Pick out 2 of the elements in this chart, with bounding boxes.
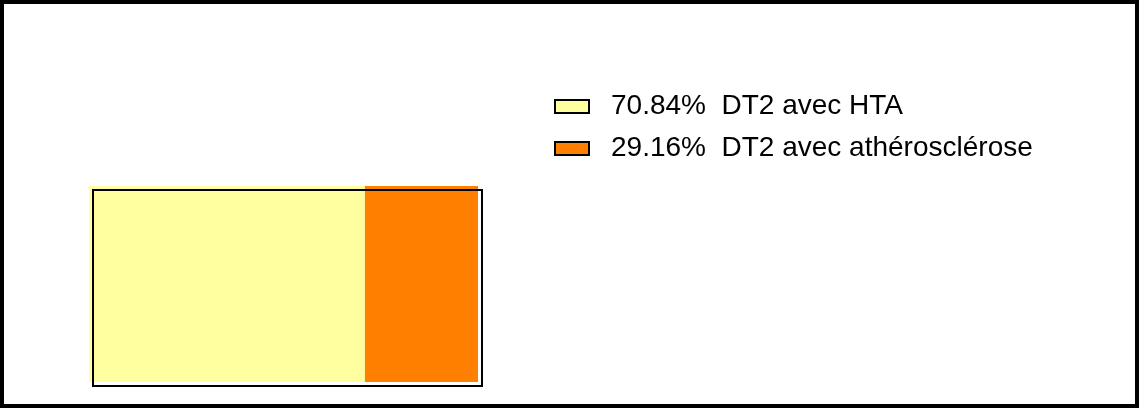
- legend-label: 29.16% DT2 avec athérosclérose: [611, 130, 1033, 162]
- legend-label: 70.84% DT2 avec HTA: [611, 88, 904, 120]
